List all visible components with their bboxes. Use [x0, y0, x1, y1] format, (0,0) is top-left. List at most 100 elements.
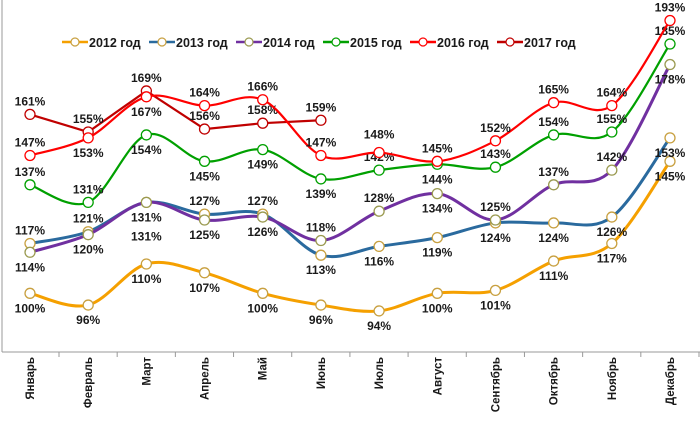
data-label: 113%	[306, 263, 336, 277]
data-point	[24, 108, 36, 121]
legend-label: 2016 год	[437, 36, 489, 50]
data-point	[547, 217, 560, 229]
data-label: 137%	[15, 165, 46, 179]
data-point	[373, 305, 385, 317]
data-label: 127%	[189, 194, 220, 208]
data-point	[198, 214, 211, 226]
data-label: 121%	[73, 212, 104, 226]
data-label: 145%	[422, 141, 453, 155]
data-label: 120%	[73, 243, 104, 257]
series-2012-год	[24, 155, 676, 317]
data-label: 147%	[306, 135, 337, 149]
data-label: 159%	[306, 100, 337, 114]
x-tick-label: Декабрь	[665, 357, 677, 405]
data-label: 149%	[247, 158, 278, 172]
data-label: 143%	[480, 147, 511, 161]
data-point	[606, 237, 618, 250]
data-label: 144%	[422, 172, 453, 186]
legend-item: 2012 год	[62, 36, 141, 50]
data-point	[257, 117, 269, 129]
data-point	[373, 205, 385, 217]
data-label: 165%	[538, 83, 569, 97]
legend-marker	[157, 37, 167, 47]
data-label: 139%	[306, 187, 337, 201]
data-label: 134%	[422, 202, 453, 216]
data-point	[547, 179, 560, 191]
data-label: 125%	[189, 228, 220, 242]
data-label: 96%	[76, 313, 100, 327]
data-point	[198, 155, 211, 167]
x-tick-label: Май	[258, 357, 270, 380]
data-label: 114%	[15, 260, 45, 274]
data-point	[140, 196, 153, 209]
data-label: 153%	[655, 146, 686, 160]
data-label: 94%	[367, 319, 391, 333]
data-label: 127%	[247, 194, 278, 208]
data-point	[489, 161, 502, 173]
data-label: 111%	[539, 269, 569, 283]
data-label: 161%	[15, 94, 46, 108]
data-point	[373, 146, 385, 159]
data-label: 155%	[596, 112, 627, 126]
legend-label: 2015 год	[350, 36, 402, 50]
legend-label: 2012 год	[89, 36, 141, 50]
data-label: 117%	[597, 251, 627, 265]
data-point	[664, 58, 676, 71]
legend-item: 2014 год	[236, 36, 315, 50]
data-label: 117%	[15, 223, 45, 237]
series-line	[29, 160, 672, 313]
data-label: 126%	[596, 225, 627, 239]
legend: 2012 год 2013 год 2014 год 2015 год 2016 год…	[62, 36, 576, 50]
x-tick-label: Февраль	[83, 357, 95, 408]
data-label: 167%	[131, 105, 162, 119]
data-label: 116%	[364, 254, 394, 268]
data-point	[257, 143, 269, 156]
data-point	[82, 299, 94, 311]
data-label: 100%	[422, 301, 453, 315]
data-point	[489, 284, 502, 297]
data-label: 145%	[189, 169, 220, 183]
data-label: 118%	[306, 221, 336, 235]
data-label: 124%	[480, 231, 511, 245]
data-label: 131%	[131, 210, 162, 224]
data-point	[315, 299, 327, 311]
data-label: 166%	[247, 80, 278, 94]
data-point	[24, 287, 36, 299]
data-point	[257, 211, 269, 223]
data-label: 110%	[131, 272, 161, 286]
data-point	[315, 234, 327, 247]
data-point	[315, 249, 327, 261]
data-point	[82, 196, 94, 209]
data-point	[606, 126, 618, 138]
data-label: 96%	[309, 313, 333, 327]
data-point	[140, 258, 153, 270]
data-label: 131%	[73, 182, 104, 196]
legend-item: 2016 год	[410, 36, 489, 50]
legend-label: 2017 год	[524, 36, 576, 50]
data-point	[140, 91, 153, 103]
legend-label: 2014 год	[263, 36, 315, 50]
data-label: 155%	[73, 112, 104, 126]
x-tick-label: Август	[432, 357, 444, 396]
data-point	[489, 214, 502, 226]
data-point	[315, 173, 327, 185]
data-point	[664, 155, 676, 167]
x-tick-label: Апрель	[200, 357, 212, 400]
legend-marker	[505, 37, 515, 47]
legend-label: 2013 год	[176, 36, 228, 50]
data-point	[24, 246, 36, 258]
series-2013-год	[24, 132, 676, 261]
data-label: 169%	[131, 71, 162, 85]
series-2017-год	[24, 85, 327, 138]
data-label: 137%	[538, 165, 569, 179]
x-tick-label: Сентябрь	[490, 357, 502, 412]
data-label: 148%	[364, 128, 395, 142]
data-point	[547, 255, 560, 267]
data-label: 193%	[655, 1, 686, 15]
data-label: 152%	[480, 121, 511, 135]
data-label: 131%	[131, 229, 162, 243]
data-label: 101%	[480, 298, 511, 312]
data-point	[431, 287, 443, 299]
